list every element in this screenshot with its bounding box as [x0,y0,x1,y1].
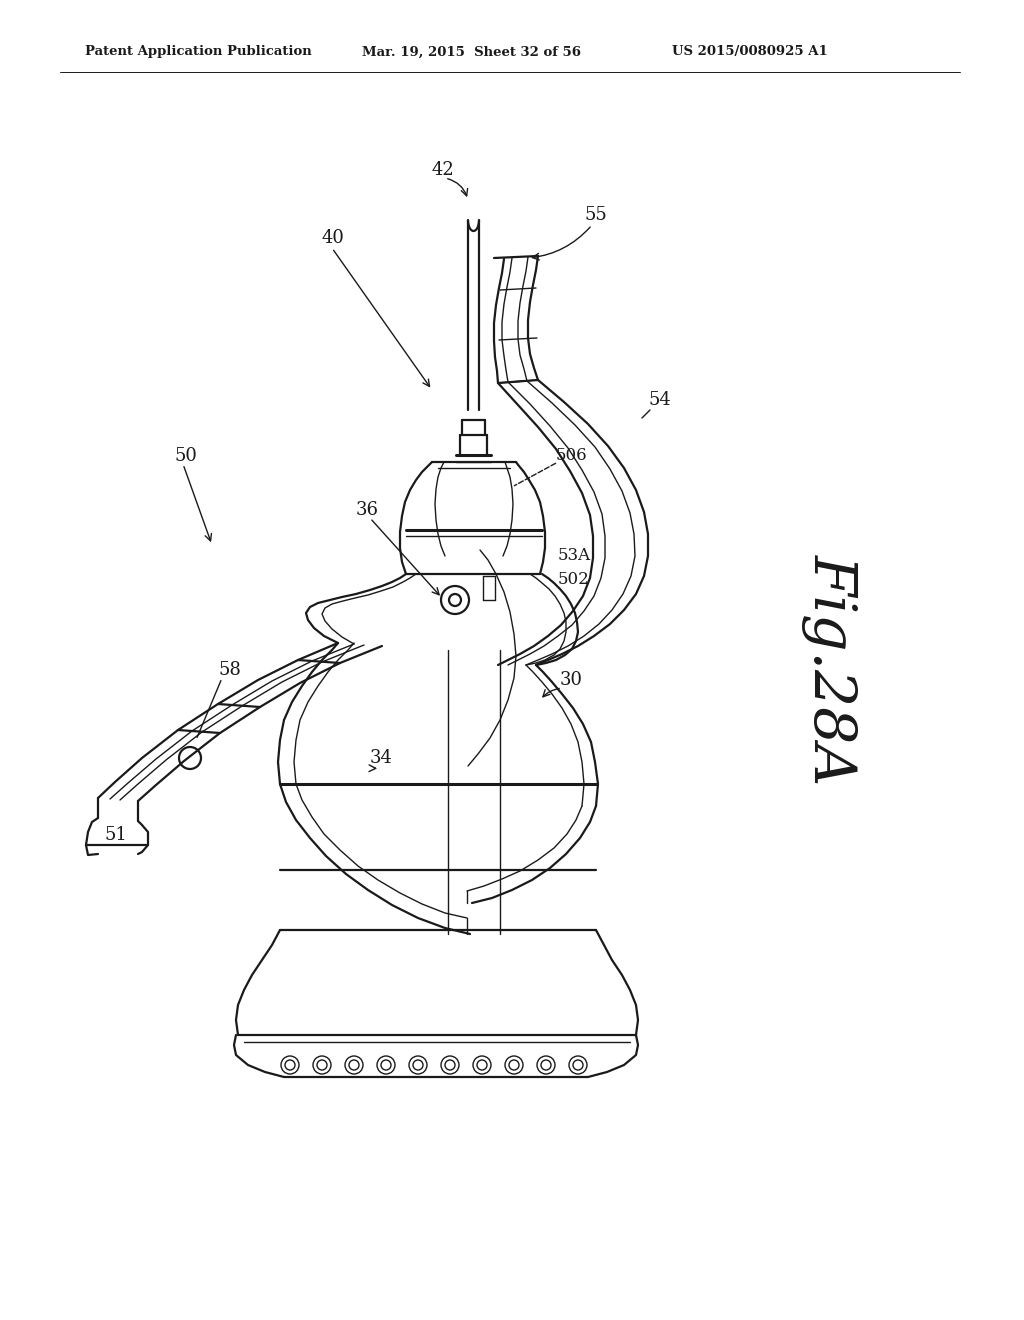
Text: 55: 55 [585,206,608,224]
Text: 506: 506 [556,446,588,463]
Text: 502: 502 [558,572,590,589]
Text: 58: 58 [218,661,241,678]
Text: Mar. 19, 2015  Sheet 32 of 56: Mar. 19, 2015 Sheet 32 of 56 [362,45,581,58]
Text: 53A: 53A [558,546,591,564]
Text: 34: 34 [370,748,393,767]
Text: 51: 51 [105,826,128,843]
Text: 54: 54 [648,391,671,409]
Text: 50: 50 [174,447,197,465]
Text: 30: 30 [560,671,583,689]
Text: Fig.28A: Fig.28A [802,554,858,785]
Text: US 2015/0080925 A1: US 2015/0080925 A1 [672,45,827,58]
Text: Patent Application Publication: Patent Application Publication [85,45,311,58]
Text: 42: 42 [432,161,455,180]
Text: 36: 36 [356,502,379,519]
Text: 40: 40 [322,228,345,247]
